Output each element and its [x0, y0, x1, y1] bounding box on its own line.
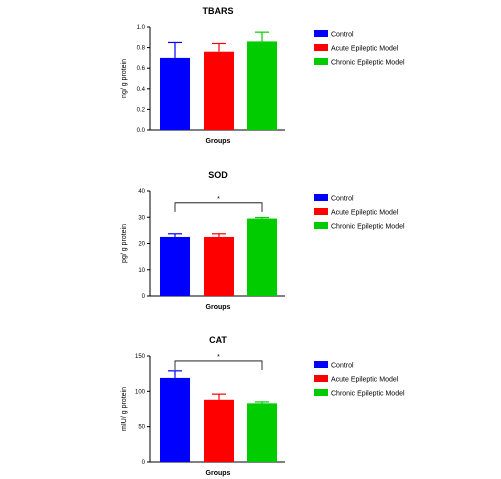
- legend-entry-2: Acute Epileptic Model: [331, 377, 399, 384]
- legend-swatch-2: [314, 208, 328, 215]
- y-axis-label: mIU/ g protein: [121, 387, 128, 431]
- y-tick-label: 40: [138, 189, 145, 195]
- legend-swatch-3: [314, 222, 328, 229]
- y-tick-label: 1.0: [137, 25, 146, 31]
- significance-bracket: [174, 360, 263, 370]
- legend-swatch-1: [314, 361, 328, 368]
- chart-title: CAT: [209, 335, 227, 345]
- chart-title: TBARS: [203, 6, 234, 16]
- x-axis-label: Groups: [206, 138, 231, 145]
- y-tick-label: 0: [142, 460, 146, 466]
- bar-1: [160, 236, 190, 296]
- chart-panel-cat: CAT 0 50 100 150 mIU/ g protein Groups * Control…: [121, 335, 405, 477]
- bar-2: [204, 51, 234, 130]
- y-tick-label: 0: [142, 294, 146, 300]
- legend-swatch-2: [314, 375, 328, 382]
- significance-label: *: [217, 196, 220, 203]
- bar-3: [247, 218, 277, 296]
- bar-3: [247, 41, 277, 130]
- legend-swatch-1: [314, 194, 328, 201]
- legend-entry-1: Control: [331, 196, 354, 203]
- chart-title: SOD: [208, 170, 228, 180]
- legend-entry-2: Acute Epileptic Model: [331, 210, 399, 217]
- legend-swatch-3: [314, 389, 328, 396]
- legend-entry-2: Acute Epileptic Model: [331, 46, 399, 53]
- bar-2: [204, 399, 234, 462]
- legend-entry-3: Chronic Epileptic Model: [331, 224, 405, 231]
- significance-bracket: [174, 202, 263, 212]
- bar-1: [160, 57, 190, 130]
- y-tick-label: 10: [138, 268, 145, 274]
- y-tick-label: 100: [135, 389, 146, 395]
- y-tick-label: 20: [138, 242, 145, 248]
- y-tick-label: 0.4: [137, 87, 146, 93]
- legend-entry-3: Chronic Epileptic Model: [331, 60, 405, 67]
- y-tick-label: 0.0: [137, 128, 146, 134]
- x-axis-label: Groups: [206, 304, 231, 311]
- significance-label: *: [217, 354, 220, 361]
- y-tick-label: 0.8: [137, 46, 146, 52]
- legend-entry-1: Control: [331, 32, 354, 39]
- legend-entry-1: Control: [331, 363, 354, 370]
- chart-panel-sod: SOD 0 10 20 30 40 pg/ g protein Groups * Control A…: [121, 170, 405, 311]
- y-tick-label: 0.2: [137, 107, 146, 113]
- bar-3: [247, 403, 277, 462]
- y-axis-label: pg/ g protein: [121, 224, 128, 263]
- chart-panel-tbars: TBARS 0.0 0.2 0.4 0.6 0.8 1.0 ng/ g protein Grou…: [121, 6, 405, 145]
- y-tick-label: 0.6: [137, 66, 146, 72]
- y-tick-label: 50: [138, 425, 145, 431]
- bar-2: [204, 236, 234, 296]
- x-axis-label: Groups: [206, 470, 231, 477]
- y-axis-label: ng/ g protein: [121, 59, 128, 98]
- bar-1: [160, 377, 190, 462]
- legend-swatch-2: [314, 44, 328, 51]
- y-tick-label: 30: [138, 215, 145, 221]
- legend-swatch-1: [314, 30, 328, 37]
- legend-swatch-3: [314, 58, 328, 65]
- y-tick-label: 150: [135, 354, 146, 360]
- legend-entry-3: Chronic Epileptic Model: [331, 391, 405, 398]
